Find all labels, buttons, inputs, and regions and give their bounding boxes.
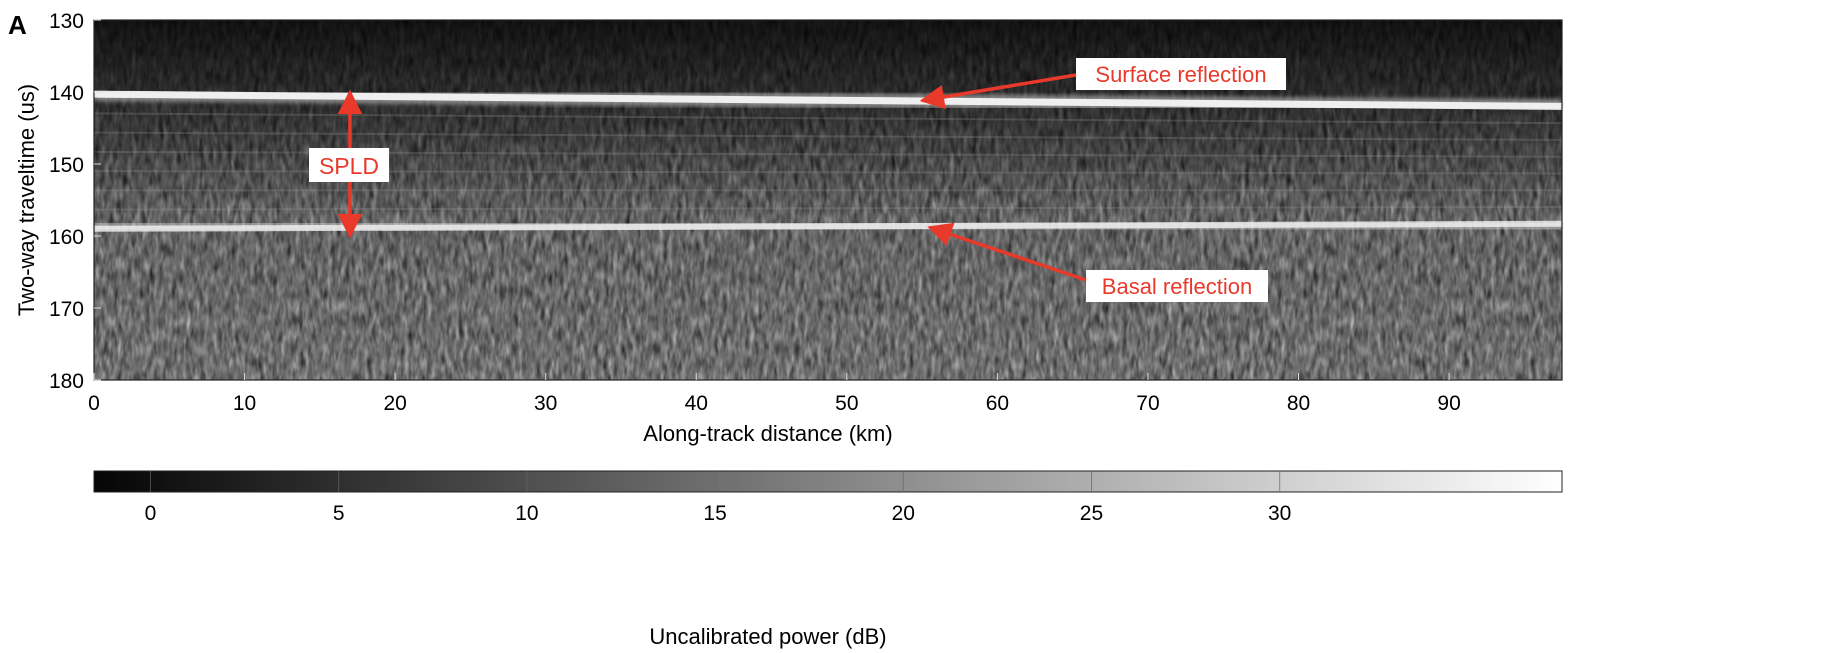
y-tick-label: 130 [49, 10, 84, 33]
x-tick-label: 90 [1437, 392, 1460, 415]
colorbar-title: Uncalibrated power (dB) [649, 624, 886, 649]
colorbar-ticks: 0 5 10 15 20 25 30 [145, 471, 1291, 525]
x-tick-label: 50 [835, 392, 858, 415]
y-axis-ticks: 130 140 150 160 170 180 [49, 10, 101, 393]
basal-reflection-arrow [927, 222, 1087, 282]
colorbar-tick-label: 15 [703, 502, 726, 525]
x-axis-ticks: 0 10 20 30 40 50 60 70 80 90 [88, 373, 1461, 415]
y-axis-title: Two-way traveltime (us) [14, 84, 39, 316]
y-tick-label: 140 [49, 82, 84, 105]
colorbar-tick-label: 30 [1268, 502, 1291, 525]
radargram-plot: 0 10 20 30 40 50 60 70 80 90 130 140 150 160 170 180 [49, 10, 1563, 415]
colorbar-gradient [93, 470, 1563, 493]
basal-reflection-label: Basal reflection [1102, 274, 1252, 299]
y-tick-label: 170 [49, 298, 84, 321]
colorbar-tick-label: 5 [333, 502, 345, 525]
plot-frame [93, 19, 1563, 381]
colorbar-tick-label: 0 [145, 502, 157, 525]
x-tick-label: 40 [685, 392, 708, 415]
x-tick-label: 30 [534, 392, 557, 415]
spld-label: SPLD [319, 153, 379, 179]
x-tick-label: 60 [986, 392, 1009, 415]
colorbar-tick-label: 25 [1080, 502, 1103, 525]
x-tick-label: 80 [1287, 392, 1310, 415]
y-tick-label: 160 [49, 226, 84, 249]
colorbar-tick-label: 10 [515, 502, 538, 525]
colorbar: 0 5 10 15 20 25 30 Uncalibrated power (dB) [93, 470, 1563, 649]
x-tick-label: 70 [1136, 392, 1159, 415]
surface-reflection-label-box [1076, 58, 1286, 90]
annotations: Surface reflection Basal reflection SPLD [309, 58, 1286, 302]
basal-reflection-label-box [1086, 270, 1268, 302]
colorbar-tick-label: 20 [892, 502, 915, 525]
x-tick-label: 20 [383, 392, 406, 415]
x-tick-label: 10 [233, 392, 256, 415]
x-tick-label: 0 [88, 392, 100, 415]
x-axis-title: Along-track distance (km) [643, 421, 892, 446]
y-tick-label: 150 [49, 154, 84, 177]
radar-depth-shading [94, 20, 1562, 380]
surface-reflection-arrow [919, 73, 1077, 110]
panel-label: A [8, 10, 27, 40]
spld-label-box [309, 148, 389, 182]
y-tick-label: 180 [49, 370, 84, 393]
surface-reflection-label: Surface reflection [1095, 62, 1266, 87]
